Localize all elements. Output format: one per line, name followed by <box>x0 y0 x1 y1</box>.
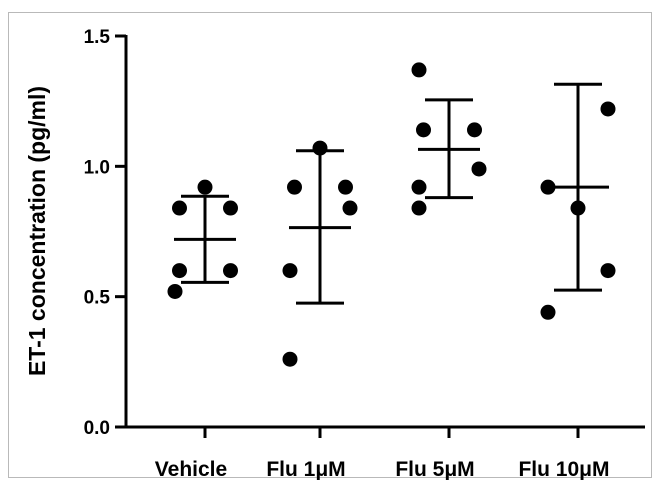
data-point <box>282 263 298 279</box>
chart-frame <box>8 12 652 478</box>
y-ticks: 0.0 0.5 1.0 1.5 <box>84 27 126 439</box>
data-point <box>600 101 616 117</box>
axes <box>124 35 645 429</box>
data-point <box>416 122 431 138</box>
data-point <box>172 263 187 279</box>
data-point <box>467 122 482 138</box>
y-axis-title: ET-1 concentration (pg/ml) <box>24 86 50 376</box>
x-category-label: Flu 5μM <box>395 458 474 480</box>
x-category-label: Vehicle <box>155 458 227 480</box>
data-point <box>197 179 213 195</box>
y-tick-label: 1.5 <box>84 27 111 48</box>
data-point <box>411 179 427 195</box>
x-ticks: Vehicle Flu 1μM Flu 5μM Flu 10μM <box>155 427 610 480</box>
data-point <box>282 351 298 367</box>
x-category-label: Flu 10μM <box>518 458 609 480</box>
data-point <box>338 179 353 195</box>
y-tick-label: 0.0 <box>84 418 110 439</box>
x-category-label: Flu 1μM <box>266 458 345 480</box>
y-tick-label: 0.5 <box>84 288 111 309</box>
data-point <box>471 161 487 177</box>
data-point <box>342 200 358 216</box>
data-point <box>167 283 183 299</box>
data-point <box>287 179 302 195</box>
data-point <box>223 263 238 279</box>
error-bars <box>174 82 609 305</box>
y-tick-label: 1.0 <box>84 157 110 178</box>
data-point <box>540 304 556 320</box>
data-point <box>411 62 427 78</box>
data-point <box>411 200 427 216</box>
data-points <box>167 62 616 367</box>
data-point <box>172 200 187 216</box>
data-point <box>223 200 238 216</box>
data-point <box>600 263 616 279</box>
